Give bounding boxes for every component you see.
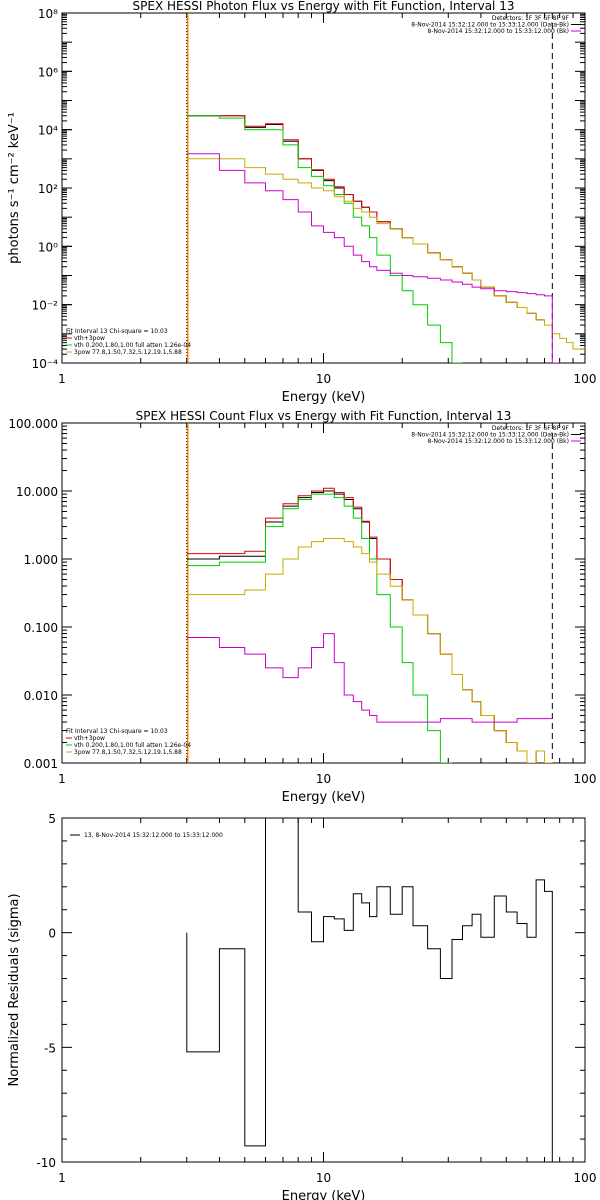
y-tick-label: 10²: [38, 182, 58, 196]
x-tick-label: 10: [316, 1171, 331, 1185]
legend-label: vth 0.200,1.80,1.00 full atten 1.26e-04: [74, 742, 191, 749]
series-line: [186, 538, 553, 763]
x-tick-label: 100: [574, 772, 597, 786]
chart-title: SPEX HESSI Count Flux vs Energy with Fit…: [136, 409, 512, 423]
legend-label: Fit Interval 13 Chi-square = 10.03: [66, 328, 168, 335]
legend-label: Detectors: 1F 3F 6F 8F 9F: [492, 425, 570, 432]
series-line: [186, 153, 560, 363]
y-tick-label: 0.010: [24, 689, 58, 703]
y-tick-label: 0.100: [24, 621, 58, 635]
panel-3: 1 10 100 Energy (keV) -10 -5 0 5 Normalized Resi…: [7, 812, 596, 1200]
legend-label: vth+3pow: [74, 335, 105, 342]
y-tick-label: 5: [48, 812, 56, 826]
legend-label: vth+3pow: [74, 735, 105, 742]
legend-label: Fit Interval 13 Chi-square = 10.03: [66, 728, 168, 735]
plot-frame: [61, 817, 586, 1163]
y-tick-label: 10.000: [16, 485, 58, 499]
y-tick-label: -10: [36, 1156, 56, 1170]
y-tick-label: 10⁶: [38, 65, 58, 79]
y-tick-label: 10⁻⁴: [32, 357, 59, 371]
legend-label: 3pow 77.8,1.50,7.32,5.12,19.1,5.88: [74, 349, 182, 356]
chart-title: SPEX HESSI Photon Flux vs Energy with Fi…: [133, 0, 515, 13]
panel-1: SPEX HESSI Photon Flux vs Energy with Fi…: [7, 0, 596, 405]
y-tick-label: -5: [44, 1041, 56, 1055]
y-axis-label: Normalized Residuals (sigma): [7, 893, 22, 1086]
y-tick-label: 0.001: [24, 757, 58, 771]
legend-label: 8-Nov-2014 15:32:12.000 to 15:33:12.000 …: [427, 28, 569, 35]
legend-label: vth 0.200,1.80,1.00 full atten 1.26e-04: [74, 342, 191, 349]
series-line: [186, 493, 452, 763]
y-tick-label: 100.000: [8, 417, 58, 431]
series-line: [186, 818, 553, 1162]
series-line: [186, 158, 585, 350]
legend-label: 3pow 77.8,1.50,7.32,5.12,19.1,5.88: [74, 749, 182, 756]
plot-frame: [61, 422, 586, 764]
legend-label: 13, 8-Nov-2014 15:32:12.000 to 15:33:12.…: [84, 832, 223, 839]
y-tick-label: 10⁻²: [32, 299, 59, 313]
x-axis-label: Energy (keV): [282, 1189, 366, 1200]
y-tick-label: 1.000: [24, 553, 58, 567]
x-tick-label: 100: [574, 372, 597, 386]
y-tick-label: 0: [48, 927, 56, 941]
x-tick-label: 1: [58, 1171, 66, 1185]
x-tick-label: 100: [574, 1171, 597, 1185]
legend-label: Detectors: 1F 3F 6F 8F 9F: [492, 15, 570, 22]
series-line: [186, 633, 553, 723]
x-axis-label: Energy (keV): [282, 390, 366, 405]
legend-label: 8-Nov-2014 15:32:12.000 to 15:33:12.000 …: [427, 438, 569, 445]
legend-label: 8-Nov-2014 15:32:12.000 to 15:33:12.000 …: [411, 432, 569, 439]
y-tick-label: 10⁰: [38, 240, 58, 254]
x-tick-label: 10: [316, 372, 331, 386]
x-tick-label: 10: [316, 772, 331, 786]
legend-label: 8-Nov-2014 15:32:12.000 to 15:33:12.000 …: [411, 22, 569, 29]
x-tick-label: 1: [58, 772, 66, 786]
x-tick-label: 1: [58, 372, 66, 386]
y-tick-label: 10⁴: [38, 124, 58, 138]
panel-2: SPEX HESSI Count Flux vs Energy with Fit…: [8, 409, 596, 805]
x-axis-label: Energy (keV): [282, 790, 366, 805]
series-line: [186, 115, 463, 363]
y-tick-label: 10⁸: [38, 7, 58, 21]
y-axis-label: photons s⁻¹ cm⁻² keV⁻¹: [7, 112, 22, 264]
